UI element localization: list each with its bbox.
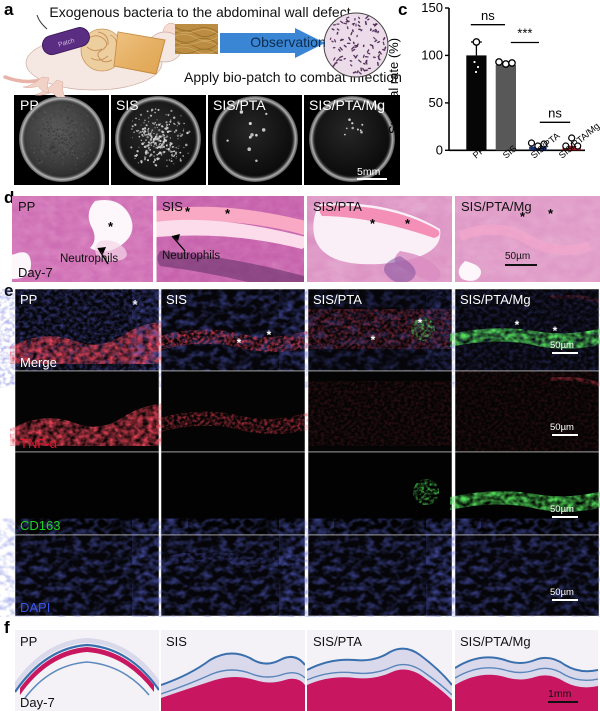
svg-text:ns: ns: [481, 8, 495, 23]
svg-text:50: 50: [429, 95, 443, 110]
svg-text:SIS/PTA/Mg: SIS/PTA/Mg: [557, 121, 600, 161]
svg-text:*: *: [553, 324, 558, 338]
svg-text:*: *: [418, 316, 423, 330]
svg-text:*: *: [267, 328, 272, 342]
svg-text:150: 150: [421, 0, 443, 15]
svg-text:ns: ns: [548, 106, 562, 121]
svg-text:0: 0: [436, 142, 443, 157]
svg-text:***: ***: [517, 26, 532, 41]
svg-text:*: *: [515, 318, 520, 332]
svg-text:100: 100: [421, 47, 443, 62]
svg-text:*: *: [237, 336, 242, 350]
svg-text:*: *: [371, 333, 376, 347]
